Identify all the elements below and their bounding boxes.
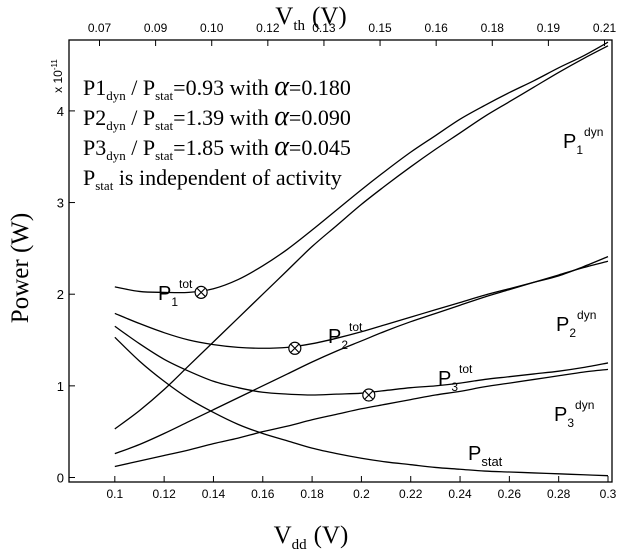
x-tick-label: 0.12	[152, 487, 176, 501]
x-tick-label: 0.14	[202, 487, 226, 501]
y-axis-label: Power (W)	[7, 213, 34, 323]
markers-layer	[194, 285, 376, 402]
x2-tick-label: 0.21	[593, 21, 617, 35]
y-tick-label: 3	[57, 196, 64, 211]
y-tick-label: 1	[57, 379, 64, 394]
annotation-line: Pstat is independent of activity	[83, 165, 342, 193]
curve-labels: P1dyn P2dyn P3dyn P1tot P2tot P3tot Pstat	[158, 125, 603, 469]
x-tick-label: 0.2	[353, 487, 370, 501]
minimum-marker-p1-tot	[194, 285, 208, 299]
series-line-p2-tot	[114, 256, 609, 349]
curve-label-p-stat: Pstat	[468, 443, 503, 469]
minimum-marker-p3-tot	[362, 388, 376, 402]
x-axis-ticks: 0.1 0.12 0.14 0.16 0.18 0.2 0.22 0.24 0.26 0.28 0.…	[106, 476, 617, 501]
y-axis-ticks: 0 1 2 3 4	[57, 104, 75, 486]
x2-tick-label: 0.13	[312, 21, 336, 35]
minimum-marker-p2-tot	[288, 341, 302, 355]
x-tick-label: 0.3	[600, 487, 617, 501]
series-line-p-stat	[114, 336, 609, 477]
x-tick-label: 0.24	[448, 487, 472, 501]
x-tick-label: 0.1	[106, 487, 123, 501]
x2-tick-label: 0.12	[256, 21, 280, 35]
x-tick-label: 0.28	[547, 487, 571, 501]
curve-label-p2-tot: P2tot	[328, 320, 363, 352]
series-line-p1-dyn	[114, 45, 609, 430]
x-axis-label: Vdd (V)	[274, 522, 349, 553]
annotation-line: P1dyn / Pstat=0.93 with α=0.180	[83, 71, 351, 103]
x-tick-label: 0.18	[300, 487, 324, 501]
curve-label-p1-dyn: P1dyn	[563, 125, 603, 157]
x2-tick-label: 0.15	[368, 21, 392, 35]
x2-tick-label: 0.18	[481, 21, 505, 35]
curve-label-p1-tot: P1tot	[158, 277, 193, 309]
x2-tick-label: 0.16	[424, 21, 448, 35]
annotation-line: P2dyn / Pstat=1.39 with α=0.090	[83, 101, 351, 133]
x2-tick-label: 0.07	[88, 21, 112, 35]
x2-tick-label: 0.10	[200, 21, 224, 35]
curve-label-p3-tot: P3tot	[438, 362, 473, 394]
y-tick-label: 4	[57, 104, 64, 119]
x2-axis-label: Vth (V)	[275, 3, 346, 34]
curve-label-p2-dyn: P2dyn	[556, 308, 596, 340]
y-tick-label: 0	[57, 471, 64, 486]
plot-frame	[68, 39, 613, 483]
y-tick-label: 2	[57, 287, 64, 302]
x2-tick-label: 0.09	[144, 21, 168, 35]
x-tick-label: 0.22	[399, 487, 423, 501]
series-line-p3-tot	[114, 325, 609, 396]
y-multiplier: x 10-11	[50, 59, 65, 93]
x-tick-label: 0.26	[498, 487, 522, 501]
series-line-p3-dyn	[114, 368, 609, 468]
annotation-line: P3dyn / Pstat=1.85 with α=0.045	[83, 131, 351, 163]
x2-tick-label: 0.19	[537, 21, 561, 35]
x2-axis-ticks: 0.07 0.09 0.10 0.12 0.13 0.15 0.16 0.18 0.19 0.21	[88, 21, 617, 46]
curve-label-p3-dyn: P3dyn	[554, 398, 594, 430]
x-tick-label: 0.16	[251, 487, 275, 501]
